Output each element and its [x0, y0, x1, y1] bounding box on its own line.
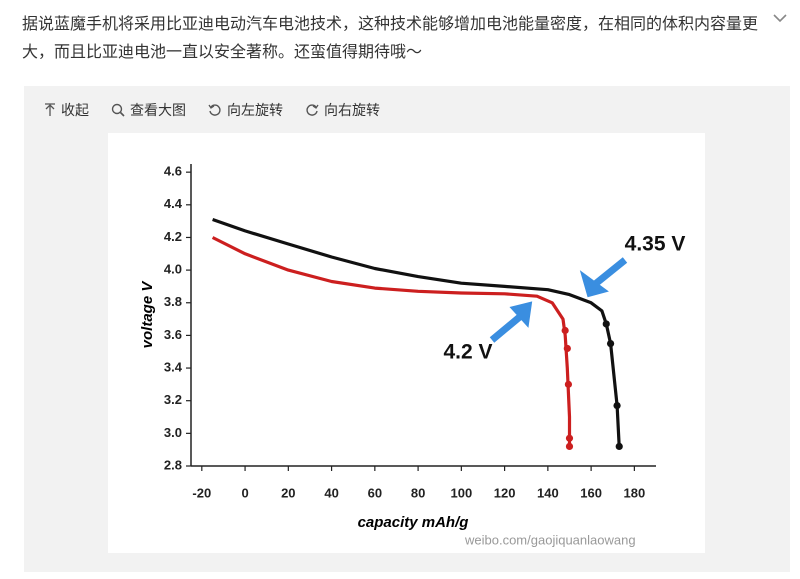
annotation: 4.35 V	[625, 233, 686, 256]
x-tick-label: -20	[192, 485, 211, 500]
data-point	[613, 402, 621, 410]
x-tick-label: 80	[411, 485, 425, 500]
arrow	[489, 301, 533, 343]
x-tick-label: 100	[450, 485, 472, 500]
post-text: 据说蓝魔手机将采用比亚迪电动汽车电池技术，这种技术能够增加电池能量密度，在相同的…	[22, 14, 759, 61]
x-tick-label: 40	[324, 485, 338, 500]
y-tick-label: 4.2	[164, 229, 182, 244]
data-point	[615, 442, 623, 451]
label: 向左旋转	[227, 103, 283, 119]
dropdown-icon[interactable]	[772, 12, 788, 24]
data-point	[565, 442, 574, 451]
toolbar: 收起 查看大图 向左旋转 向右旋转	[44, 100, 402, 120]
y-tick-label: 4.0	[164, 262, 182, 277]
data-point	[565, 434, 574, 442]
view-large-button[interactable]: 查看大图	[111, 100, 186, 120]
annotation: 4.2 V	[443, 341, 492, 364]
data-line	[211, 236, 572, 447]
x-axis-title: capacity mAh/g	[358, 514, 469, 531]
label: 查看大图	[130, 103, 186, 119]
x-tick-label: 180	[624, 485, 646, 500]
y-tick-label: 3.4	[164, 359, 183, 374]
rotate-left-button[interactable]: 向左旋转	[208, 100, 283, 120]
x-tick-label: 160	[580, 485, 602, 500]
collapse-button[interactable]: 收起	[44, 100, 89, 120]
label: 向右旋转	[324, 103, 380, 119]
y-tick-label: 4.6	[164, 164, 182, 179]
y-tick-label: 3.6	[164, 327, 182, 342]
arrow	[579, 257, 628, 298]
y-tick-label: 4.4	[164, 196, 183, 211]
data-point	[602, 320, 610, 328]
data-point	[606, 339, 615, 348]
data-point	[561, 326, 569, 335]
data-point	[563, 344, 571, 353]
x-tick-label: 60	[368, 485, 382, 500]
y-tick-label: 3.0	[164, 425, 182, 440]
watermark: weibo.com/gaojiquanlaowang	[464, 532, 636, 547]
y-tick-label: 3.8	[164, 294, 182, 309]
label: 收起	[61, 103, 89, 119]
x-tick-label: 140	[537, 485, 559, 500]
x-tick-label: 20	[281, 485, 295, 500]
data-line	[212, 217, 621, 447]
x-tick-label: 120	[494, 485, 516, 500]
y-tick-label: 3.2	[164, 392, 182, 407]
y-tick-label: 2.8	[164, 457, 182, 472]
chart-image: capacity mAh/g voltage V 4.35 V 4.2 V we…	[108, 133, 705, 553]
data-point	[564, 380, 573, 388]
rotate-right-button[interactable]: 向右旋转	[305, 100, 380, 120]
x-tick-label: 0	[241, 485, 248, 500]
y-axis-title: voltage V	[139, 280, 156, 349]
